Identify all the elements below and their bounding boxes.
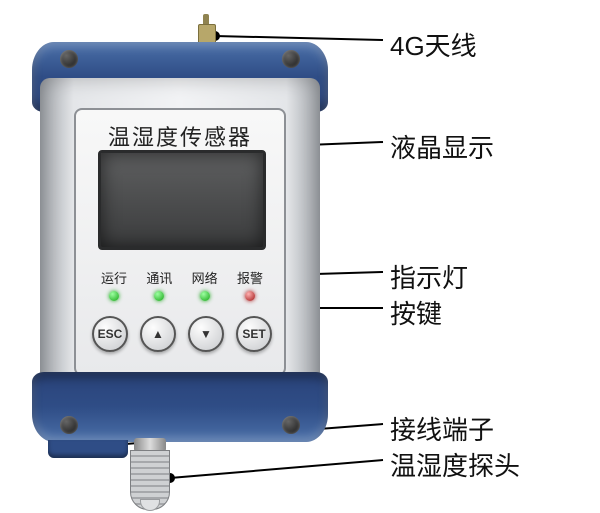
- faceplate: 温湿度传感器 运行 通讯 网络 报: [74, 108, 286, 376]
- callout-screen: 液晶显示: [390, 128, 494, 165]
- led-row: 运行 通讯 网络 报警: [94, 268, 270, 301]
- led-group-run: 运行: [94, 268, 134, 301]
- bracket-bottom: [32, 372, 328, 442]
- device-title: 温湿度传感器: [76, 120, 284, 152]
- device: 温湿度传感器 运行 通讯 网络 报: [30, 20, 330, 490]
- led-comm-icon: [154, 291, 164, 301]
- callout-antenna: 4G天线: [390, 26, 477, 63]
- screw-icon: [60, 50, 78, 68]
- led-alarm-icon: [245, 291, 255, 301]
- led-group-alarm: 报警: [230, 268, 270, 301]
- led-group-comm: 通讯: [139, 268, 179, 301]
- down-button[interactable]: ▼: [188, 316, 224, 352]
- led-label: 通讯: [146, 268, 172, 287]
- screw-icon: [282, 416, 300, 434]
- led-run-icon: [109, 291, 119, 301]
- led-label: 报警: [237, 268, 263, 287]
- callout-leds: 指示灯: [390, 258, 468, 295]
- led-label: 运行: [101, 268, 127, 287]
- led-group-net: 网络: [185, 268, 225, 301]
- button-row: ESC ▲ ▼ SET: [92, 316, 272, 352]
- up-button[interactable]: ▲: [140, 316, 176, 352]
- probe-icon: [130, 450, 170, 510]
- screw-icon: [60, 416, 78, 434]
- terminal-block: [48, 440, 128, 458]
- screw-icon: [282, 50, 300, 68]
- esc-button[interactable]: ESC: [92, 316, 128, 352]
- led-net-icon: [200, 291, 210, 301]
- set-button[interactable]: SET: [236, 316, 272, 352]
- callout-buttons: 按键: [390, 294, 442, 331]
- led-label: 网络: [192, 268, 218, 287]
- callout-terminal: 接线端子: [390, 410, 494, 447]
- lcd-screen: [98, 150, 266, 250]
- device-body: 温湿度传感器 运行 通讯 网络 报: [40, 78, 320, 402]
- callout-probe: 温湿度探头: [390, 446, 520, 483]
